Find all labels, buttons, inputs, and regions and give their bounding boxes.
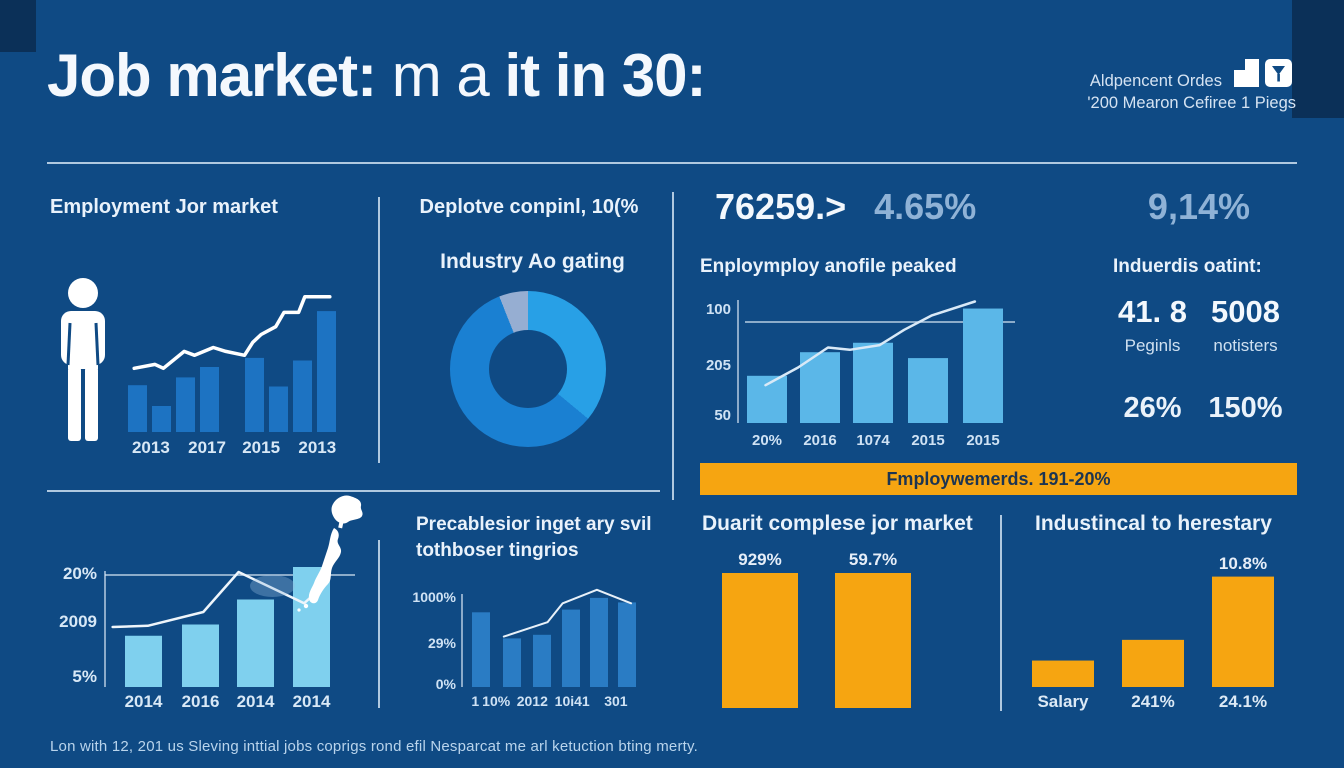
- svg-text:100: 100: [706, 301, 731, 318]
- svg-text:2015: 2015: [911, 432, 944, 449]
- employment-trend-chart: 2013 2017 2015 2013: [118, 293, 354, 466]
- page-title-part3: it in 30:: [504, 42, 706, 109]
- stat-value-1: 41. 8: [1118, 294, 1187, 329]
- corner-dark-topright: [1292, 0, 1344, 118]
- svg-text:10%: 10%: [482, 693, 511, 709]
- industincal-section-title: Industincal to herestary: [1035, 512, 1272, 535]
- svg-text:1: 1: [471, 693, 479, 709]
- svg-text:2016: 2016: [803, 432, 836, 449]
- brand-block: Aldpencent Ordes '200 Mearon Cefiree 1 P…: [956, 70, 1296, 114]
- svg-text:2013: 2013: [298, 438, 336, 457]
- svg-text:0%: 0%: [436, 676, 457, 692]
- japan-map-shape: [297, 495, 363, 612]
- industry-section-title: Deplotve conpinl, 10(%: [419, 196, 639, 218]
- svg-text:50: 50: [714, 407, 731, 424]
- svg-text:205: 205: [706, 357, 731, 374]
- industincal_bars-svg: 10.8% Salary 241% 24.1%: [1032, 554, 1274, 711]
- map-shadow-blob: [250, 575, 295, 597]
- person-icon: [61, 278, 105, 441]
- svg-text:10.8%: 10.8%: [1219, 554, 1267, 573]
- svg-text:2014: 2014: [125, 692, 163, 711]
- peaked-big-number: 76259.>: [715, 186, 847, 227]
- svg-text:10i41: 10i41: [555, 693, 590, 709]
- regional-trend-chart: 20% 2009 5% 2014 2016 2014 2014: [47, 505, 382, 722]
- industry-donut-chart: [450, 291, 606, 447]
- peaked_chart-svg: 100 205 50 20% 2016 1074 2015 2015: [706, 300, 1015, 449]
- svg-text:2009: 2009: [59, 612, 97, 631]
- svg-text:24.1%: 24.1%: [1219, 692, 1267, 711]
- stat-value-2: 5008: [1211, 294, 1280, 329]
- duarit_bars-svg: 929% 59.7%: [722, 550, 911, 708]
- svg-text:5%: 5%: [72, 667, 97, 686]
- page-title-part1: Job market:: [47, 42, 377, 109]
- highlight-banner-text: Fmploywemerds. 191-20%: [886, 468, 1111, 489]
- duarit-section-title: Duarit complese jor market: [702, 512, 973, 535]
- peaked-chart: 100 205 50 20% 2016 1074 2015 2015: [693, 290, 1043, 457]
- employment-section-title: Employment Jor market: [50, 196, 278, 218]
- svg-text:2016: 2016: [182, 692, 220, 711]
- divider-col1: [378, 197, 380, 463]
- svg-text:241%: 241%: [1131, 692, 1174, 711]
- divider-left-horizontal: [47, 490, 660, 492]
- divider-bottom-left: [378, 540, 380, 708]
- footer-note: Lon with 12, 201 us Sleving inttial jobs…: [50, 738, 698, 755]
- svg-text:929%: 929%: [738, 550, 781, 569]
- svg-text:1000%: 1000%: [412, 589, 456, 605]
- svg-text:29%: 29%: [428, 635, 457, 651]
- svg-text:2014: 2014: [293, 692, 331, 711]
- precables-chart: 1000% 29% 0% 1 10% 2012 10i41 301: [400, 582, 668, 721]
- industincal-bars-chart: 10.8% Salary 241% 24.1%: [1015, 545, 1305, 720]
- page-title-part2: m a: [376, 42, 505, 109]
- svg-text:2012: 2012: [517, 693, 548, 709]
- industry-subtitle: Industry Ao gating: [440, 250, 625, 273]
- svg-text:1074: 1074: [856, 432, 890, 449]
- divider-bottom-right: [1000, 515, 1002, 711]
- svg-text:20%: 20%: [63, 564, 97, 583]
- indicators-section-title: Induerdis oatint:: [1113, 256, 1262, 277]
- brand-line1: Aldpencent Ordes: [1089, 72, 1222, 90]
- svg-text:2015: 2015: [242, 438, 280, 457]
- stat-label-2: notisters: [1213, 336, 1278, 355]
- stat-percent-1: 26%: [1123, 392, 1182, 424]
- svg-text:59.7%: 59.7%: [849, 550, 897, 569]
- svg-text:2013: 2013: [132, 438, 170, 457]
- brand-logo-icon: [1234, 59, 1292, 87]
- divider-col2: [672, 192, 674, 500]
- precables-section-title: Precablesior inget ary svil tothboser ti…: [416, 512, 666, 563]
- svg-text:2017: 2017: [188, 438, 226, 457]
- svg-text:Salary: Salary: [1037, 692, 1089, 711]
- svg-text:2015: 2015: [966, 432, 999, 449]
- svg-text:2014: 2014: [237, 692, 275, 711]
- indicators-big-percent: 9,14%: [1147, 186, 1250, 227]
- regional_trend-svg: 20% 2009 5% 2014 2016 2014 2014: [59, 564, 355, 711]
- peaked-big-percent: 4.65%: [874, 186, 977, 227]
- svg-text:301: 301: [604, 693, 628, 709]
- duarit-bars-chart: 929% 59.7%: [700, 545, 950, 720]
- precables-title-line1: Precablesior inget ary svil: [416, 514, 652, 535]
- highlight-banner: Fmploywemerds. 191-20%: [700, 463, 1297, 495]
- divider-header: [47, 162, 1297, 164]
- peaked-numbers: 76259.> 4.65%: [715, 186, 976, 228]
- peaked-section-title: Enploymploy anofile peaked: [700, 256, 957, 277]
- brand-line2: '200 Mearon Cefiree 1 Piegs: [1087, 94, 1296, 112]
- corner-dark-topleft: [0, 0, 36, 52]
- precables_chart-svg: 1000% 29% 0% 1 10% 2012 10i41 301: [412, 588, 636, 709]
- employment_trend-svg: 2013 2017 2015 2013: [128, 295, 336, 457]
- stat-percent-2: 150%: [1208, 392, 1283, 424]
- stat-label-1: Peginls: [1124, 336, 1181, 355]
- page-title: Job market: m a it in 30:: [47, 46, 707, 106]
- svg-text:20%: 20%: [752, 432, 782, 449]
- precables-title-line2: tothboser tingrios: [416, 539, 579, 561]
